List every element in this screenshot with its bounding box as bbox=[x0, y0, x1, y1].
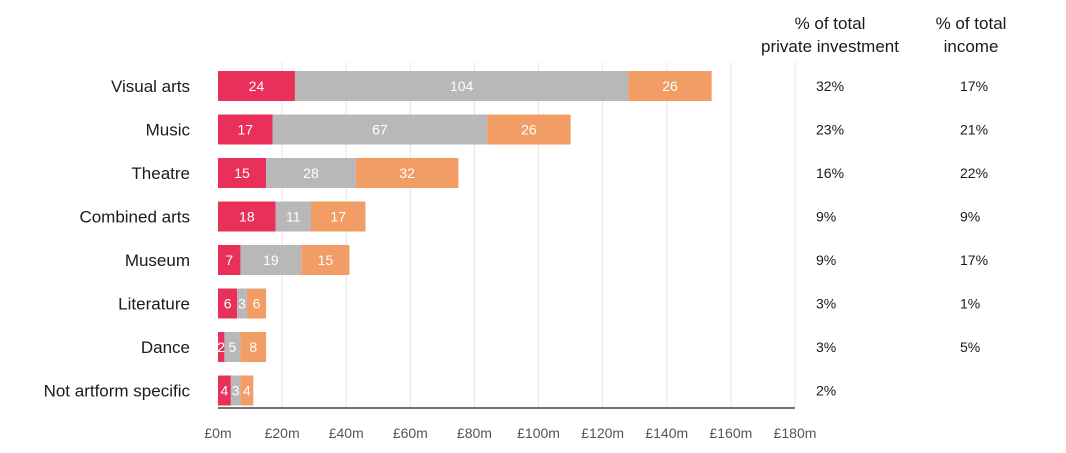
bar-segment bbox=[218, 201, 276, 232]
bar-value-label: 28 bbox=[303, 165, 319, 181]
income-percent: 5% bbox=[960, 339, 980, 355]
bar-segment bbox=[628, 71, 712, 101]
bar-value-label: 3 bbox=[238, 296, 246, 312]
category-label: Not artform specific bbox=[44, 382, 191, 401]
category-label: Visual arts bbox=[111, 77, 190, 96]
grid-layer bbox=[281, 62, 796, 408]
x-tick-label: £100m bbox=[517, 425, 560, 441]
income-percent: 21% bbox=[960, 122, 988, 138]
bar-value-label: 15 bbox=[234, 165, 250, 181]
category-label: Literature bbox=[118, 295, 190, 314]
bar-value-label: 18 bbox=[239, 209, 255, 225]
bar-segment bbox=[218, 158, 267, 188]
x-tick-label: £140m bbox=[645, 425, 688, 441]
axis-layer: £0m £20m £40m £60m £80m £100m £120m £140m £160m £… bbox=[204, 407, 817, 441]
income-percent: 9% bbox=[960, 209, 980, 225]
bar-segment bbox=[218, 375, 231, 406]
bar-value-label: 24 bbox=[249, 78, 265, 94]
bar-value-label: 3 bbox=[232, 383, 240, 399]
bar-segment bbox=[218, 245, 241, 275]
bar-layer bbox=[218, 71, 712, 406]
x-tick-label: £40m bbox=[329, 425, 364, 441]
bar-value-label: 26 bbox=[521, 122, 537, 138]
bar-value-label: 2 bbox=[217, 339, 225, 355]
bar-segment bbox=[240, 245, 302, 275]
category-label: Music bbox=[146, 121, 191, 140]
bar-segment bbox=[272, 114, 488, 145]
bar-segment bbox=[224, 332, 241, 362]
income-percent: 17% bbox=[960, 78, 988, 94]
bar-segment bbox=[218, 288, 238, 319]
bar-value-label: 17 bbox=[330, 209, 346, 225]
bar-value-label: 15 bbox=[318, 252, 334, 268]
bar-value-label: 4 bbox=[221, 383, 229, 399]
header-layer: % of total private investment % of total… bbox=[761, 14, 1006, 56]
bar-value-label: 5 bbox=[229, 339, 237, 355]
bar-segment bbox=[275, 201, 311, 232]
private-investment-percent: 32% bbox=[816, 78, 844, 94]
income-percent: 1% bbox=[960, 296, 980, 312]
category-label: Combined arts bbox=[79, 208, 190, 227]
bar-value-label: 17 bbox=[237, 122, 253, 138]
income-percent: 22% bbox=[960, 165, 988, 181]
x-tick-label: £180m bbox=[774, 425, 817, 441]
x-tick-label: £160m bbox=[709, 425, 752, 441]
bar-segment bbox=[230, 375, 241, 406]
x-tick-label: £80m bbox=[457, 425, 492, 441]
private-investment-percent: 3% bbox=[816, 296, 836, 312]
bar-segment bbox=[240, 332, 267, 362]
bar-value-label: 6 bbox=[224, 296, 232, 312]
private-investment-header-line2: private investment bbox=[761, 37, 899, 56]
bar-value-label: 6 bbox=[253, 296, 261, 312]
x-tick-label: £60m bbox=[393, 425, 428, 441]
category-label: Theatre bbox=[131, 164, 190, 183]
category-label: Museum bbox=[125, 251, 190, 270]
private-investment-percent: 9% bbox=[816, 209, 836, 225]
private-investment-percent: 23% bbox=[816, 122, 844, 138]
label-layer: Visual arts 24 104 26 32% 17%Music 17 67 26 23% 21… bbox=[44, 77, 988, 401]
bar-segment bbox=[218, 114, 273, 145]
bar-segment bbox=[237, 288, 247, 319]
bar-value-label: 8 bbox=[249, 339, 257, 355]
bar-value-label: 26 bbox=[662, 78, 678, 94]
bar-segment bbox=[218, 71, 295, 101]
income-header-line1: % of total bbox=[936, 14, 1007, 33]
bar-segment bbox=[246, 288, 267, 319]
category-label: Dance bbox=[141, 338, 190, 357]
income-percent: 17% bbox=[960, 252, 988, 268]
private-investment-percent: 2% bbox=[816, 383, 836, 399]
bar-segment bbox=[240, 375, 254, 406]
private-investment-percent: 9% bbox=[816, 252, 836, 268]
bar-segment bbox=[355, 158, 459, 188]
x-tick-label: £0m bbox=[204, 425, 231, 441]
bar-value-label: 11 bbox=[286, 209, 301, 225]
bar-segment bbox=[487, 114, 571, 145]
private-investment-percent: 16% bbox=[816, 165, 844, 181]
bar-value-label: 67 bbox=[372, 122, 388, 138]
bar-segment bbox=[301, 245, 350, 275]
bar-value-label: 104 bbox=[450, 78, 474, 94]
bar-segment bbox=[266, 158, 356, 188]
bar-segment bbox=[294, 71, 629, 101]
bar-value-label: 7 bbox=[225, 252, 233, 268]
private-investment-header-line1: % of total bbox=[795, 14, 866, 33]
private-investment-percent: 3% bbox=[816, 339, 836, 355]
bar-value-label: 4 bbox=[243, 383, 251, 399]
bar-value-label: 32 bbox=[399, 165, 415, 181]
income-header-line2: income bbox=[944, 37, 999, 56]
bar-segment bbox=[310, 201, 366, 232]
bar-value-label: 19 bbox=[263, 252, 279, 268]
bar-segment bbox=[218, 332, 225, 362]
x-tick-label: £20m bbox=[265, 425, 300, 441]
x-tick-label: £120m bbox=[581, 425, 624, 441]
